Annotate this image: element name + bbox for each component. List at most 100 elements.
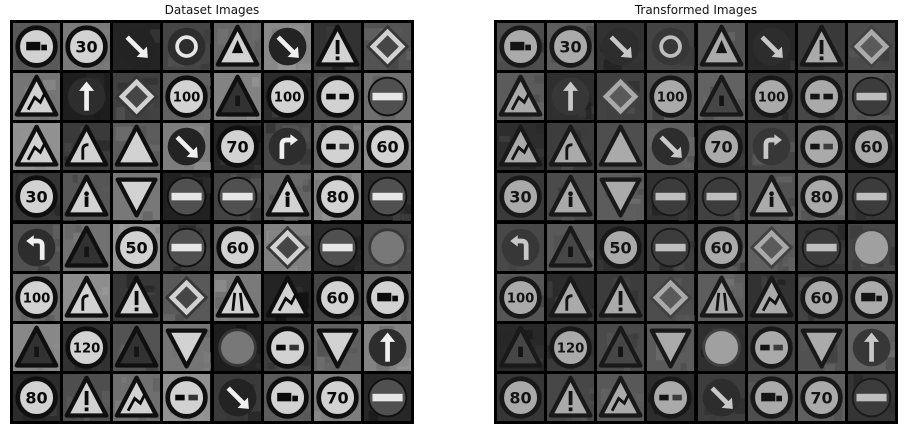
sign-thumbnail xyxy=(363,23,411,71)
sign-thumbnail xyxy=(797,73,845,121)
sign-thumbnail: 70 xyxy=(697,123,745,171)
sign-thumbnail xyxy=(363,73,411,121)
sign-thumbnail xyxy=(163,223,211,271)
svg-text:70: 70 xyxy=(326,388,348,407)
sign-thumbnail: 80 xyxy=(497,373,545,421)
sign-thumbnail xyxy=(163,373,211,421)
svg-text:50: 50 xyxy=(126,238,148,257)
sign-thumbnail xyxy=(847,223,895,271)
sign-thumbnail xyxy=(847,273,895,321)
sign-thumbnail xyxy=(547,73,595,121)
sign-thumbnail xyxy=(797,223,845,271)
sign-thumbnail: 60 xyxy=(363,123,411,171)
sign-thumbnail: 30 xyxy=(547,23,595,71)
sign-thumbnail xyxy=(63,173,111,221)
sign-thumbnail: 50 xyxy=(597,223,645,271)
sign-thumbnail xyxy=(497,223,545,271)
svg-text:30: 30 xyxy=(560,37,582,56)
sign-thumbnail xyxy=(163,323,211,371)
sign-thumbnail xyxy=(797,123,845,171)
sign-thumbnail: 60 xyxy=(213,223,261,271)
transformed-panel: Transformed Images 30 100 100 70 60 30 80 50 60 1… xyxy=(494,0,898,434)
sign-thumbnail xyxy=(597,123,645,171)
sign-thumbnail xyxy=(747,223,795,271)
sign-thumbnail: 100 xyxy=(163,73,211,121)
svg-text:80: 80 xyxy=(810,188,832,207)
svg-text:100: 100 xyxy=(273,90,301,105)
svg-text:30: 30 xyxy=(25,188,47,207)
sign-thumbnail xyxy=(363,223,411,271)
panel-title: Dataset Images xyxy=(164,3,260,17)
sign-thumbnail xyxy=(747,323,795,371)
svg-text:60: 60 xyxy=(810,288,832,307)
svg-text:100: 100 xyxy=(507,291,535,306)
sign-thumbnail xyxy=(163,23,211,71)
sign-thumbnail xyxy=(113,273,161,321)
sign-thumbnail xyxy=(847,373,895,421)
sign-thumbnail xyxy=(847,23,895,71)
sign-thumbnail xyxy=(63,273,111,321)
sign-thumbnail xyxy=(63,73,111,121)
sign-thumbnail xyxy=(597,73,645,121)
sign-thumbnail xyxy=(13,73,61,121)
svg-text:30: 30 xyxy=(509,188,531,207)
sign-thumbnail xyxy=(647,223,695,271)
sign-thumbnail xyxy=(63,223,111,271)
svg-text:70: 70 xyxy=(710,138,732,157)
sign-thumbnail xyxy=(747,373,795,421)
sign-thumbnail: 120 xyxy=(63,323,111,371)
sign-thumbnail xyxy=(697,373,745,421)
sign-thumbnail xyxy=(547,173,595,221)
sign-thumbnail xyxy=(647,173,695,221)
sign-thumbnail xyxy=(697,73,745,121)
sign-thumbnail: 80 xyxy=(13,373,61,421)
sign-thumbnail: 100 xyxy=(497,273,545,321)
sign-thumbnail xyxy=(497,323,545,371)
sign-thumbnail xyxy=(547,373,595,421)
sign-thumbnail xyxy=(647,373,695,421)
sign-thumbnail xyxy=(547,223,595,271)
svg-text:80: 80 xyxy=(509,388,531,407)
svg-text:80: 80 xyxy=(326,188,348,207)
sign-thumbnail xyxy=(697,323,745,371)
image-grid: 30 100 100 70 60 30 80 50 60 100 60 120 80 70 xyxy=(494,20,898,424)
sign-thumbnail xyxy=(263,123,311,171)
sign-thumbnail xyxy=(647,323,695,371)
svg-text:60: 60 xyxy=(326,288,348,307)
sign-thumbnail xyxy=(213,323,261,371)
panel-title: Transformed Images xyxy=(634,3,758,17)
sign-thumbnail: 50 xyxy=(113,223,161,271)
sign-thumbnail: 60 xyxy=(313,273,361,321)
sign-thumbnail xyxy=(697,173,745,221)
sign-thumbnail: 30 xyxy=(497,173,545,221)
sign-thumbnail xyxy=(547,273,595,321)
image-grid: 30 100 100 70 60 30 80 50 60 100 60 120 80 70 xyxy=(10,20,414,424)
sign-thumbnail xyxy=(163,123,211,171)
sign-thumbnail xyxy=(263,373,311,421)
sign-thumbnail xyxy=(13,123,61,171)
sign-thumbnail xyxy=(313,73,361,121)
sign-thumbnail xyxy=(13,23,61,71)
svg-text:70: 70 xyxy=(226,138,248,157)
svg-text:60: 60 xyxy=(710,238,732,257)
svg-text:60: 60 xyxy=(860,138,882,157)
sign-thumbnail xyxy=(363,373,411,421)
sign-thumbnail xyxy=(647,23,695,71)
sign-thumbnail xyxy=(263,173,311,221)
sign-thumbnail xyxy=(747,173,795,221)
sign-thumbnail: 100 xyxy=(263,73,311,121)
sign-thumbnail: 30 xyxy=(13,173,61,221)
sign-thumbnail xyxy=(747,23,795,71)
sign-thumbnail: 70 xyxy=(213,123,261,171)
sign-thumbnail xyxy=(63,373,111,421)
sign-thumbnail xyxy=(313,323,361,371)
sign-thumbnail xyxy=(747,123,795,171)
sign-thumbnail: 70 xyxy=(797,373,845,421)
sign-thumbnail xyxy=(113,123,161,171)
svg-text:70: 70 xyxy=(810,388,832,407)
sign-thumbnail xyxy=(113,323,161,371)
sign-thumbnail xyxy=(597,23,645,71)
sign-thumbnail xyxy=(597,323,645,371)
sign-thumbnail xyxy=(213,273,261,321)
sign-thumbnail: 100 xyxy=(747,73,795,121)
